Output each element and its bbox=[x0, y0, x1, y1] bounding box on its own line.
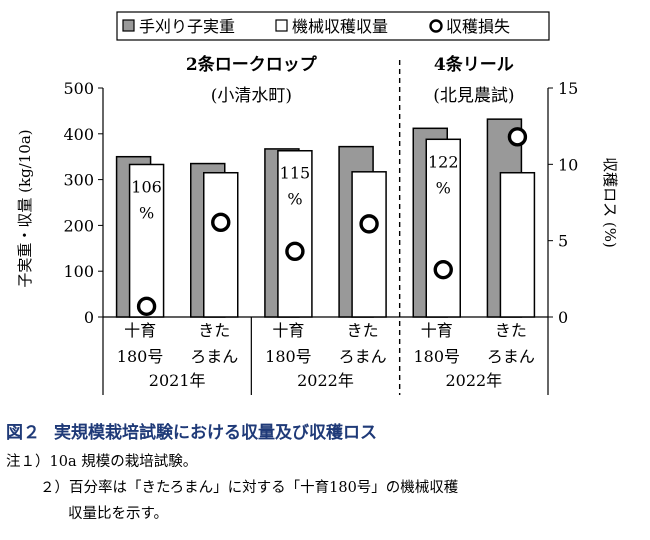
point-loss-5 bbox=[507, 127, 528, 147]
group-subtitle-0: (小清水町) bbox=[211, 86, 292, 106]
annotation-unit-0: % bbox=[139, 203, 154, 222]
legend-box bbox=[116, 11, 550, 41]
bar-machine-3 bbox=[351, 171, 387, 318]
legend-marker-machine bbox=[275, 19, 288, 32]
bar-machine-2 bbox=[277, 149, 313, 318]
y-tick-label: 400 bbox=[63, 125, 94, 144]
y-tick-label: 300 bbox=[63, 171, 94, 190]
legend-marker-loss bbox=[429, 19, 443, 33]
point-loss-1 bbox=[211, 212, 231, 233]
annotation-unit-4: % bbox=[436, 178, 451, 197]
bar-machine-1 bbox=[203, 171, 239, 318]
y-tick-label: 200 bbox=[63, 216, 94, 235]
year-label-1: 2022年 bbox=[297, 371, 354, 390]
x-tick-label-line1-1: きた bbox=[198, 321, 230, 340]
note-1: 注１）10a 規模の栽培試験。 bbox=[6, 454, 198, 470]
year-label-0: 2021年 bbox=[149, 371, 206, 390]
y2-tick-label: 15 bbox=[558, 79, 578, 98]
x-tick-label-line2-4: 180号 bbox=[413, 347, 460, 366]
y2-tick-label: 0 bbox=[558, 308, 568, 327]
legend-marker-hand bbox=[122, 19, 135, 32]
y-tick-label: 0 bbox=[84, 308, 94, 327]
group-title-0: 2条ロークロップ bbox=[186, 54, 318, 75]
legend-label-0: 手刈り子実重 bbox=[139, 17, 235, 36]
y2-tick-label: 5 bbox=[558, 232, 568, 251]
legend-label-1: 機械収穫収量 bbox=[292, 17, 388, 36]
point-loss-0 bbox=[136, 296, 157, 317]
y2-axis-title: 収穫ロス (%) bbox=[601, 157, 619, 248]
note-2-cont: 収量比を示す。 bbox=[68, 506, 169, 522]
point-loss-4 bbox=[433, 259, 453, 280]
y-tick-label: 100 bbox=[63, 262, 94, 281]
x-tick-label-line1-3: きた bbox=[347, 321, 379, 340]
x-tick-label-line1-4: 十育 bbox=[421, 321, 453, 340]
annotation-value-0: 106 bbox=[131, 177, 162, 196]
y-tick-label: 500 bbox=[63, 79, 94, 98]
x-tick-label-line1-2: 十育 bbox=[272, 321, 304, 340]
point-loss-3 bbox=[359, 214, 379, 234]
legend-label-2: 収穫損失 bbox=[446, 17, 510, 36]
x-tick-label-line2-1: ろまん bbox=[190, 347, 238, 366]
annotation-value-4: 122 bbox=[428, 152, 459, 171]
x-tick-label-line1-0: 十育 bbox=[124, 321, 156, 340]
bar-machine-5 bbox=[499, 171, 536, 318]
year-label-2: 2022年 bbox=[445, 371, 502, 390]
x-tick-label-line2-2: 180号 bbox=[265, 347, 312, 366]
x-tick-label-line2-5: ろまん bbox=[487, 347, 535, 366]
group-title-1: 4条リール bbox=[434, 54, 514, 75]
figure-title-text: 実規模栽培試験における収量及び収穫ロス bbox=[54, 423, 377, 443]
x-tick-label-line1-5: きた bbox=[495, 321, 527, 340]
x-tick-label-line2-0: 180号 bbox=[117, 347, 164, 366]
bar-machine-0 bbox=[128, 163, 165, 318]
annotation-unit-2: % bbox=[287, 190, 302, 209]
figure-number: 図２ bbox=[6, 423, 40, 443]
figure-title: 図２ 実規模栽培試験における収量及び収穫ロス bbox=[6, 418, 646, 443]
note-2: ２）百分率は「きたろまん」に対する「十育180号」の機械収穫 bbox=[40, 480, 459, 496]
annotation-value-2: 115 bbox=[280, 164, 311, 183]
y-axis-title: 子実重・収量 (kg/10a) bbox=[16, 129, 34, 287]
chart: 手刈り子実重 機械収穫収量 収穫損失 0 100 200 300 400 500 0 5 10 15 子実… bbox=[16, 11, 619, 395]
point-loss-2 bbox=[285, 241, 305, 262]
y2-tick-label: 10 bbox=[558, 155, 578, 174]
x-tick-label-line2-3: ろまん bbox=[339, 347, 387, 366]
figure-caption: 図２ 実規模栽培試験における収量及び収穫ロス 注１）10a 規模の栽培試験。 ２）… bbox=[6, 418, 646, 527]
bar-machine-4 bbox=[425, 138, 461, 318]
group-subtitle-1: (北見農試) bbox=[433, 86, 514, 106]
